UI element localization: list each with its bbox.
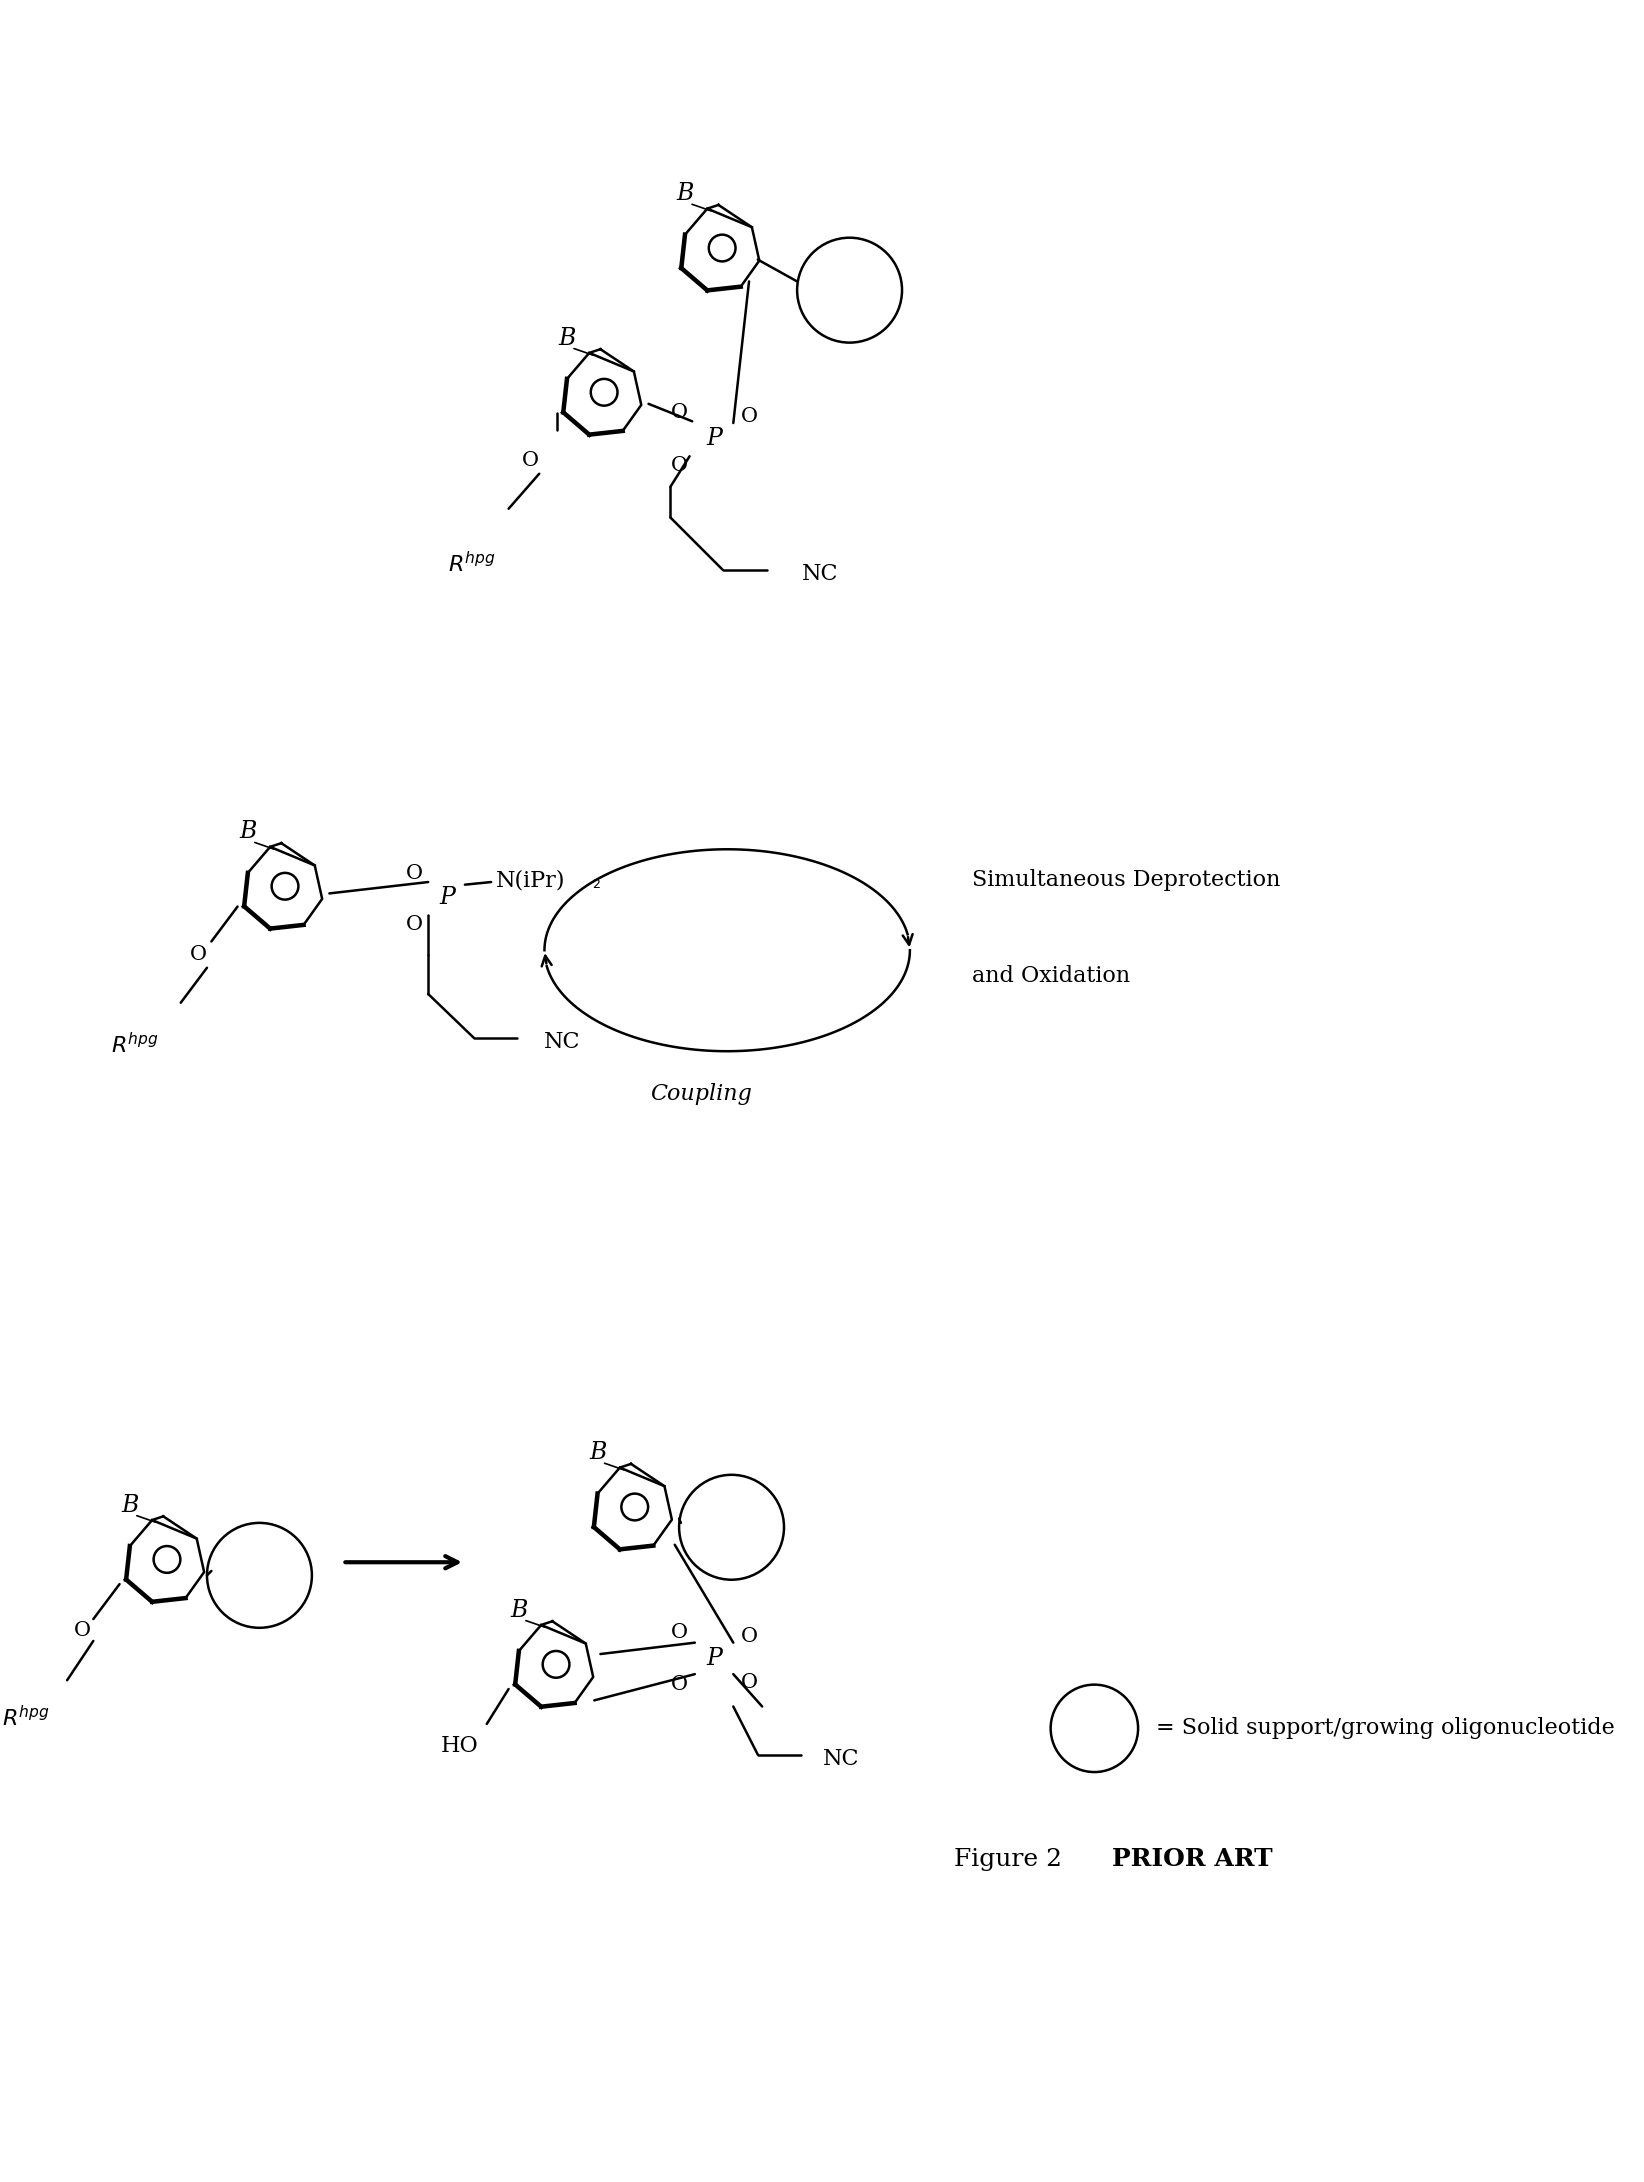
Text: B: B (676, 183, 694, 205)
Text: O: O (740, 408, 758, 425)
Text: Simultaneous Deprotection: Simultaneous Deprotection (972, 868, 1281, 890)
Text: O: O (671, 404, 687, 421)
Text: B: B (559, 327, 575, 349)
Text: B: B (238, 820, 256, 844)
Text: = Solid support/growing oligonucleotide: = Solid support/growing oligonucleotide (1156, 1717, 1614, 1739)
Text: P: P (707, 428, 722, 449)
Text: Coupling: Coupling (649, 1084, 751, 1106)
Text: O: O (671, 456, 687, 473)
Text: O: O (671, 1676, 687, 1693)
Text: $_2$: $_2$ (592, 873, 600, 890)
Text: HO: HO (441, 1735, 478, 1757)
Text: O: O (740, 1628, 758, 1645)
Text: P: P (439, 886, 455, 910)
Text: B: B (589, 1442, 607, 1464)
Text: NC: NC (544, 1032, 580, 1054)
Text: O: O (189, 945, 207, 964)
Text: $R^{hpg}$: $R^{hpg}$ (110, 1034, 159, 1058)
Text: NC: NC (802, 563, 838, 585)
Text: B: B (510, 1599, 528, 1621)
Text: PRIOR ART: PRIOR ART (1111, 1848, 1272, 1872)
Text: B: B (122, 1495, 138, 1516)
Text: $R^{hpg}$: $R^{hpg}$ (447, 552, 495, 578)
Text: NC: NC (824, 1748, 860, 1770)
Text: N(iPr): N(iPr) (495, 868, 566, 890)
Text: O: O (521, 452, 539, 469)
Text: $R^{hpg}$: $R^{hpg}$ (2, 1706, 49, 1733)
Text: O: O (406, 864, 423, 884)
Text: and Oxidation: and Oxidation (972, 964, 1129, 988)
Text: O: O (740, 1674, 758, 1693)
Text: O: O (406, 914, 423, 934)
Text: O: O (74, 1621, 92, 1641)
Text: Figure 2: Figure 2 (955, 1848, 1062, 1870)
Text: O: O (671, 1623, 687, 1641)
Text: P: P (707, 1647, 722, 1669)
